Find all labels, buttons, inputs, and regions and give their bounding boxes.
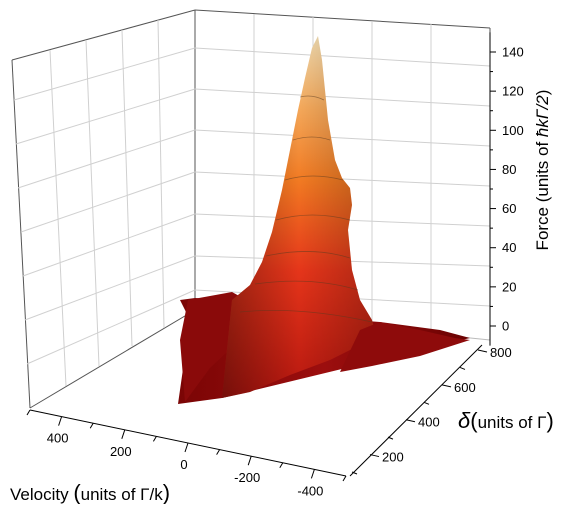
x-tick-mark <box>121 429 126 439</box>
x-axis-title: Velocity (units of Γ/k) <box>10 480 170 504</box>
y-tick-mark <box>369 454 380 458</box>
top-left-edge <box>11 9 196 61</box>
x-tick-label: 200 <box>110 444 132 459</box>
y-minor-tick <box>351 471 358 475</box>
x-axis: 400 200 0 -200 -400 <box>26 409 347 498</box>
x-tick-label: -400 <box>297 483 323 498</box>
y-axis-title: δ(units of Γ) <box>458 408 554 433</box>
y-axis-title-inner: units of Γ <box>478 413 547 432</box>
z-axis-title-prefix: Force (units of <box>533 137 552 250</box>
z-axis-title-math: ħkΓ/2 <box>533 95 552 137</box>
surface-right-tail <box>340 322 470 372</box>
x-minor-tick <box>89 422 94 429</box>
x-tick-mark <box>247 456 252 466</box>
z-tick-label: 100 <box>502 123 524 138</box>
x-axis-title-prefix: Velocity <box>10 485 73 504</box>
z-axis-title: Force (units of ħkΓ/2) <box>533 90 552 251</box>
back-left-edge <box>11 59 31 409</box>
x-minor-tick <box>152 436 157 442</box>
x-axis-title-inner: units of Γ/k <box>81 485 164 504</box>
y-tick-mark <box>441 384 452 388</box>
x-minor-tick <box>342 475 347 482</box>
floor-left-edge <box>29 309 196 409</box>
x-minor-tick <box>26 409 31 416</box>
z-tick-label: 20 <box>502 279 516 294</box>
back-right-edge <box>194 9 491 29</box>
y-axis-title-paren-close: ) <box>546 408 553 433</box>
x-tick-label: 400 <box>47 431 69 446</box>
y-tick-mark <box>405 419 416 423</box>
x-minor-tick <box>279 462 284 469</box>
x-axis-title-paren-open: ( <box>73 480 81 504</box>
z-tick-label: 0 <box>502 319 509 334</box>
z-tick-label: 60 <box>502 201 516 216</box>
y-minor-tick <box>387 436 394 440</box>
y-tick-label: 600 <box>454 380 476 395</box>
y-axis: 200 400 600 800 <box>349 344 512 477</box>
x-axis-title-paren-close: ) <box>163 480 170 504</box>
x-tick-mark <box>184 442 189 453</box>
z-axis-title-suffix: ) <box>533 90 552 96</box>
force-surface <box>178 36 470 404</box>
z-tick-label: 40 <box>502 240 516 255</box>
y-axis-title-symbol: δ <box>458 408 471 433</box>
x-minor-tick <box>216 449 221 455</box>
box-grid <box>11 9 491 409</box>
surface-mountain-shade <box>222 36 376 398</box>
y-minor-tick <box>459 366 466 370</box>
y-tick-label: 200 <box>382 450 404 465</box>
z-tick-label: 120 <box>502 84 524 99</box>
z-tick-label: 140 <box>502 45 524 60</box>
y-axis-title-paren-open: ( <box>470 408 478 433</box>
x-tick-label: 0 <box>180 457 187 472</box>
y-minor-tick <box>423 401 430 405</box>
y-tick-label: 800 <box>490 345 512 360</box>
y-tick-mark <box>477 349 488 353</box>
z-axis: 0 20 40 60 80 100 120 140 <box>489 32 524 346</box>
x-tick-mark <box>58 416 63 426</box>
z-tick-label: 80 <box>502 162 516 177</box>
x-tick-label: -200 <box>234 470 260 485</box>
y-tick-label: 400 <box>418 415 440 430</box>
x-tick-mark <box>310 469 315 479</box>
